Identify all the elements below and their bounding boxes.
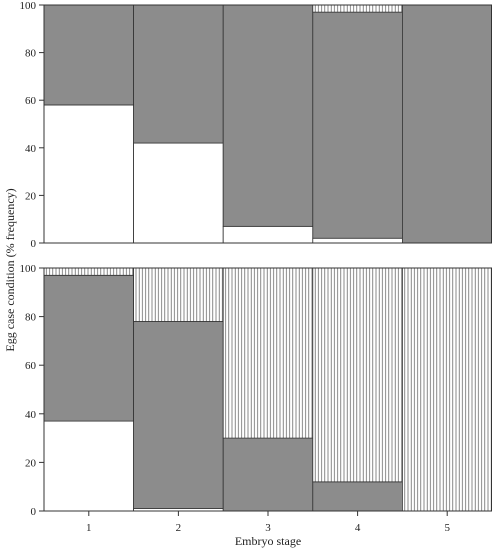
y-axis-title: Egg case condition (% frequency): [3, 188, 17, 351]
x-tick-label-5: 5: [444, 522, 450, 534]
bar-segment-bottom-stage-2-hatched: [133, 267, 224, 322]
y-tick-label-bottom-20: 20: [25, 457, 37, 469]
bar-segment-top-stage-3-white: [222, 225, 314, 244]
bar-segment-bottom-stage-2-grey: [133, 321, 224, 509]
y-tick-label-bottom-80: 80: [25, 312, 37, 324]
bar-segment-top-stage-1-grey: [43, 4, 134, 106]
y-tick-label-bottom-60: 60: [25, 360, 37, 372]
y-tick-label-top-40: 40: [25, 143, 37, 155]
x-tick-label-3: 3: [265, 522, 271, 534]
bar-segment-top-stage-2-white: [133, 142, 224, 244]
bar-segment-top-stage-4-grey: [312, 11, 403, 239]
bar-segment-bottom-stage-1-hatched: [43, 267, 134, 276]
bottom-panel: 0 20 40 60 80 100: [20, 263, 492, 518]
x-axis-title: Embryo stage: [235, 534, 301, 548]
bar-segment-top-stage-1-white: [43, 104, 134, 244]
bar-segment-bottom-stage-1-white: [43, 420, 134, 512]
bar-segment-bottom-stage-1-grey: [43, 274, 134, 422]
y-tick-label-top-100: 100: [20, 0, 37, 12]
y-tick-label-top-60: 60: [25, 95, 37, 107]
bar-segment-bottom-stage-4-grey: [312, 481, 403, 512]
y-tick-label-top-20: 20: [25, 190, 37, 202]
top-panel: 0 20 40 60 80 100: [20, 0, 492, 250]
bar-segment-top-stage-3-grey: [222, 4, 314, 227]
bar-segment-top-stage-5-grey: [401, 4, 492, 244]
bar-segment-top-stage-4-hatched: [312, 4, 403, 13]
bar-segment-top-stage-4-white: [312, 237, 403, 244]
x-tick-label-2: 2: [176, 522, 182, 534]
bar-segment-bottom-stage-4-hatched: [312, 267, 403, 483]
bar-segment-top-stage-2-grey: [133, 4, 224, 144]
bar-segment-bottom-stage-3-grey: [222, 437, 314, 512]
y-tick-label-top-80: 80: [25, 48, 37, 60]
bar-segment-bottom-stage-5-hatched: [401, 267, 492, 512]
y-tick-label-bottom-0: 0: [31, 506, 37, 518]
y-tick-label-bottom-40: 40: [25, 409, 37, 421]
y-tick-label-top-0: 0: [31, 238, 37, 250]
bar-segment-bottom-stage-3-hatched: [222, 267, 314, 439]
y-tick-label-bottom-100: 100: [20, 263, 37, 275]
x-tick-label-1: 1: [86, 522, 92, 534]
x-axis: 1 2 3 4 5: [86, 511, 450, 534]
x-tick-label-4: 4: [355, 522, 361, 534]
